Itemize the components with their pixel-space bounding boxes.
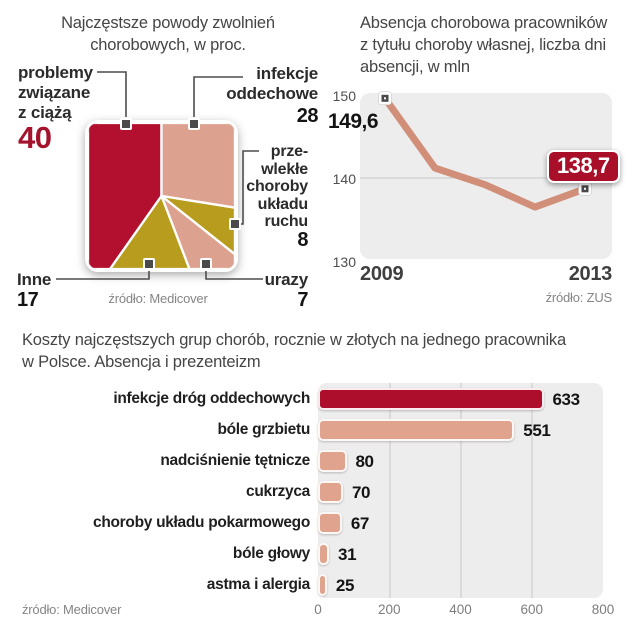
- bar-4: [318, 512, 342, 534]
- bar-value-2: 80: [355, 452, 375, 471]
- ytick-130: 130: [332, 254, 356, 270]
- bar-5: [318, 543, 330, 565]
- ytick-140: 140: [332, 171, 356, 187]
- bar-3: [318, 481, 343, 503]
- bar-0: [318, 388, 544, 410]
- bar-value-6: 25: [335, 576, 355, 595]
- xlabel-2009: 2009: [360, 263, 404, 285]
- gridline-600: [531, 383, 533, 598]
- pie-label-musculoskeletal: prze- wlekłe choroby układu ruchu: [246, 143, 308, 230]
- pie-value-pregnancy: 40: [18, 120, 52, 155]
- bar-value-5: 31: [338, 545, 357, 564]
- line-chart-svg: [360, 91, 612, 259]
- bar-2: [318, 450, 347, 472]
- bar-label-4: choroby układu pokarmowego: [93, 514, 310, 531]
- pie-source: źródło: Medicover: [108, 291, 208, 306]
- bar-value-3: 70: [351, 483, 371, 502]
- pie-wedge-inne: [108, 194, 191, 269]
- bar-xtick-400: 400: [449, 602, 472, 617]
- bar-label-0: infekcje dróg oddechowych: [113, 390, 310, 407]
- pie-label-respiratory: infekcje oddechowe: [226, 64, 318, 103]
- line-point-first-icon: [378, 91, 392, 106]
- pie-label-other: Inne: [17, 270, 52, 289]
- gridline-200: [389, 383, 391, 598]
- pie-label-injuries: urazy: [264, 270, 309, 289]
- line-end-value-badge: 138,7: [547, 150, 620, 183]
- bar-label-6: astma i alergia: [206, 576, 311, 593]
- pie-chart-title: Najczęstsze powody zwolnień chorobowych,…: [61, 14, 275, 54]
- line-chart-title: Absencja chorobowa pracowników z tytułu …: [360, 14, 608, 76]
- bar-label-3: cukrzyca: [246, 483, 310, 500]
- pie-value-injuries: 7: [297, 289, 308, 311]
- bar-xtick-0: 0: [314, 602, 322, 617]
- bar-value-4: 67: [350, 514, 370, 533]
- bar-1: [318, 419, 515, 441]
- bar-6: [318, 574, 327, 596]
- pie-value-musculoskeletal: 8: [297, 229, 308, 251]
- bar-label-2: nadciśnienie tętnicze: [160, 452, 310, 469]
- pie-svg: [88, 123, 235, 269]
- pie-wedge-infekcje: [160, 123, 235, 209]
- bar-label-1: bóle grzbietu: [217, 421, 310, 438]
- ytick-150: 150: [332, 88, 356, 104]
- line-point-last-icon: [578, 182, 592, 196]
- line-source: źródło: ZUS: [545, 290, 613, 305]
- xlabel-2013: 2013: [568, 263, 613, 285]
- pie-square: [85, 120, 238, 272]
- bar-label-5: bóle głowy: [232, 545, 310, 562]
- bar-chart-title: Koszty najczęstszych grup chorób, roczni…: [22, 331, 566, 371]
- connector-other: [56, 271, 150, 280]
- bar-xtick-600: 600: [520, 602, 544, 617]
- gridline-400: [460, 383, 462, 598]
- bar-value-1: 551: [523, 421, 551, 440]
- bar-value-0: 633: [552, 390, 581, 409]
- pie-value-other: 17: [17, 289, 39, 311]
- bar-xtick-200: 200: [377, 602, 401, 617]
- bar-xtick-800: 800: [591, 602, 615, 617]
- bar-plot-area: [318, 383, 603, 598]
- line-start-value: 149,6: [328, 110, 379, 133]
- pie-label-pregnancy: problemy związane z ciążą: [18, 63, 93, 122]
- bar-source: źródło: Medicover: [22, 602, 122, 617]
- pie-value-respiratory: 28: [296, 105, 319, 127]
